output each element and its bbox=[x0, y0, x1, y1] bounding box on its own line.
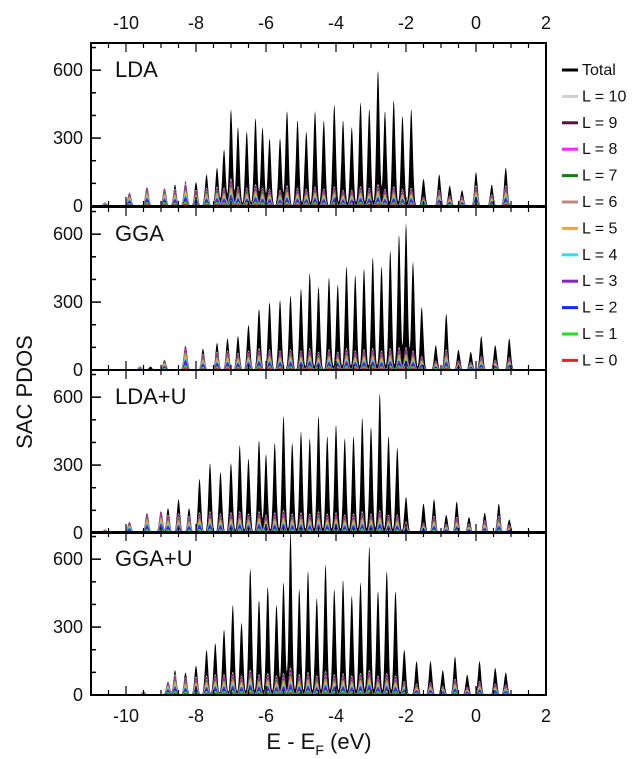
x-tick-label-bottom: -2 bbox=[398, 706, 414, 726]
x-tick-label-bottom: -4 bbox=[328, 706, 344, 726]
y-tick-label: 300 bbox=[53, 128, 83, 148]
legend-label: Total bbox=[582, 62, 616, 79]
legend-item: L = 5 bbox=[562, 220, 618, 237]
panel-label: GGA bbox=[115, 221, 164, 246]
legend-label: L = 4 bbox=[582, 247, 618, 264]
total-series-area bbox=[91, 533, 546, 695]
panel-gga-plus-u: GGA+U 0 300 600 bbox=[53, 531, 547, 705]
panel-label: LDA+U bbox=[115, 384, 187, 409]
x-tick-label-top: -4 bbox=[328, 13, 344, 33]
y-tick-label: 600 bbox=[53, 387, 83, 407]
panel-lda: LDA 0 300 600 bbox=[53, 42, 547, 216]
x-tick-label-bottom: -8 bbox=[188, 706, 204, 726]
x-axis-label: E - EF (eV) bbox=[266, 729, 371, 758]
x-tick-label-bottom: 2 bbox=[541, 706, 551, 726]
total-series-area bbox=[91, 222, 546, 370]
panels-group: LDA 0 300 600 GGA 0 300 600 LDA+U 0 300 600 GGA+U 0 30… bbox=[53, 42, 547, 705]
y-tick-label: 300 bbox=[53, 617, 83, 637]
y-tick-label: 600 bbox=[53, 224, 83, 244]
total-series-area bbox=[91, 70, 546, 206]
legend-item: L = 0 bbox=[562, 352, 618, 369]
y-tick-label: 0 bbox=[73, 685, 83, 705]
legend-label: L = 1 bbox=[582, 326, 618, 343]
legend-label: L = 8 bbox=[582, 141, 618, 158]
legend-item: Total bbox=[562, 62, 616, 79]
legend-label: L = 2 bbox=[582, 300, 618, 317]
x-tick-label-bottom: 0 bbox=[471, 706, 481, 726]
legend-item: L = 8 bbox=[562, 141, 618, 158]
legend-item: L = 9 bbox=[562, 115, 618, 132]
total-series-area bbox=[91, 392, 546, 533]
y-tick-label: 300 bbox=[53, 455, 83, 475]
legend: Total L = 10 L = 9 L = 8 L = 7 L = 6 L = 5 L = … bbox=[562, 62, 626, 369]
legend-label: L = 7 bbox=[582, 168, 618, 185]
x-tick-label-top: -10 bbox=[113, 13, 139, 33]
legend-item: L = 10 bbox=[562, 88, 626, 105]
legend-label: L = 3 bbox=[582, 273, 618, 290]
x-tick-label-top: -8 bbox=[188, 13, 204, 33]
legend-label: L = 6 bbox=[582, 194, 618, 211]
legend-label: L = 5 bbox=[582, 220, 618, 237]
x-tick-label-bottom: -6 bbox=[258, 706, 274, 726]
panel-plot-area bbox=[91, 70, 546, 206]
legend-label: L = 9 bbox=[582, 115, 618, 132]
x-tick-label-top: 2 bbox=[541, 13, 551, 33]
legend-item: L = 1 bbox=[562, 326, 618, 343]
y-tick-label: 0 bbox=[73, 360, 83, 380]
panel-gga: GGA 0 300 600 bbox=[53, 206, 547, 380]
y-axis-label: SAC PDOS bbox=[12, 335, 37, 449]
panel-lda-plus-u: LDA+U 0 300 600 bbox=[53, 369, 547, 543]
y-tick-label: 600 bbox=[53, 60, 83, 80]
y-tick-label: 600 bbox=[53, 549, 83, 569]
x-tick-label-top: -2 bbox=[398, 13, 414, 33]
x-tick-label-top: 0 bbox=[471, 13, 481, 33]
y-tick-label: 0 bbox=[73, 196, 83, 216]
legend-item: L = 3 bbox=[562, 273, 618, 290]
y-tick-label: 0 bbox=[73, 523, 83, 543]
y-tick-label: 300 bbox=[53, 292, 83, 312]
legend-label: L = 10 bbox=[582, 88, 626, 105]
panel-frame bbox=[90, 42, 547, 207]
x-tick-label-top: -6 bbox=[258, 13, 274, 33]
panel-label: GGA+U bbox=[115, 546, 193, 571]
legend-item: L = 2 bbox=[562, 300, 618, 317]
x-axis-label-unit: (eV) bbox=[330, 729, 372, 754]
legend-label: L = 0 bbox=[582, 352, 618, 369]
panel-label: LDA bbox=[115, 57, 158, 82]
axes-group: -10 -10 -8 -8 -6 -6 -4 -4 -2 -2 0 0 2 2 bbox=[113, 13, 551, 726]
x-axis-label-subscript: F bbox=[315, 742, 324, 758]
x-axis-label-main: E - E bbox=[266, 729, 315, 754]
legend-item: L = 6 bbox=[562, 194, 618, 211]
panel-plot-area bbox=[91, 392, 546, 533]
legend-item: L = 7 bbox=[562, 168, 618, 185]
legend-item: L = 4 bbox=[562, 247, 618, 264]
x-tick-label-bottom: -10 bbox=[113, 706, 139, 726]
